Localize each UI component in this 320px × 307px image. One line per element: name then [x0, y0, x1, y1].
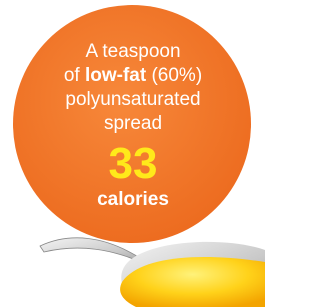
text-part: (60%) [151, 65, 202, 86]
text-line: polyunsaturated [65, 89, 200, 110]
text-line: spread [104, 113, 162, 134]
calorie-unit: calories [97, 189, 169, 210]
text-line: A teaspoon [85, 41, 180, 62]
text-bold: low-fat [85, 65, 147, 86]
text-part: of [64, 65, 81, 86]
infographic: A teaspoon of low-fat (60%) polyunsatura… [0, 0, 265, 307]
calorie-number: 33 [109, 139, 158, 188]
page: A teaspoon of low-fat (60%) polyunsatura… [0, 0, 320, 307]
text-line: of low-fat (60%) [64, 65, 202, 86]
